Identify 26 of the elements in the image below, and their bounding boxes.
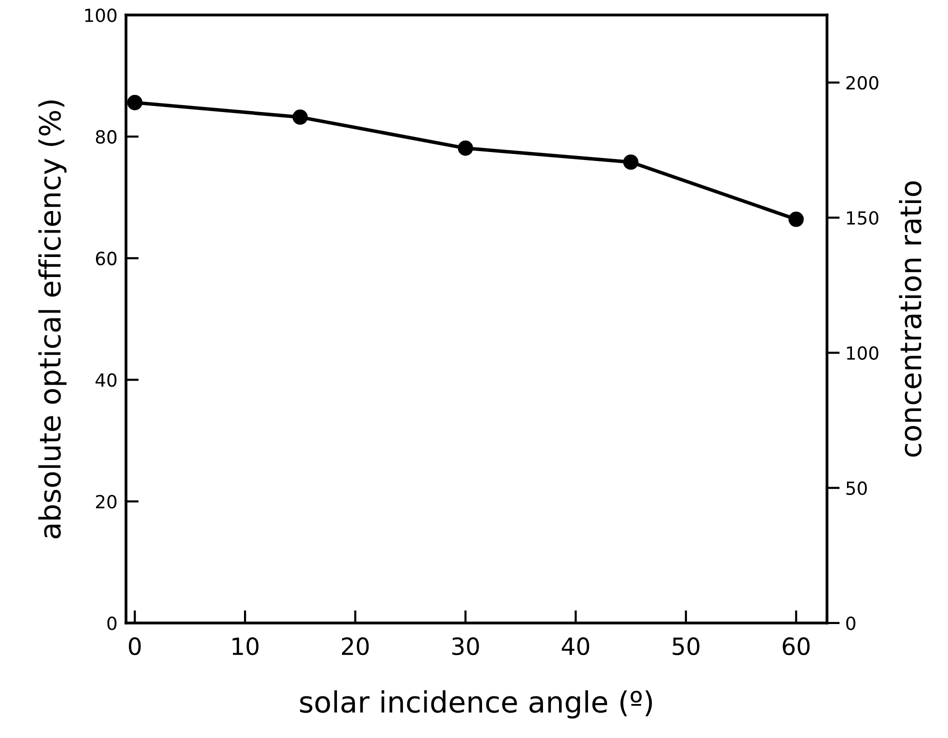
x-tick-label: 60 — [782, 637, 810, 656]
y-tick-label: 60 — [96, 252, 116, 266]
y-axis-title: absolute optical efficiency (%) — [38, 100, 67, 538]
x-axis-title: solar incidence angle (º) — [300, 690, 652, 719]
y-tick-label: 40 — [96, 373, 116, 387]
y-tick-label: 80 — [96, 130, 116, 144]
point — [788, 212, 804, 227]
x-tick-label: 10 — [232, 637, 258, 656]
y-tick-label: 100 — [85, 8, 116, 22]
x-tick-label: 0 — [128, 637, 141, 656]
point — [458, 140, 474, 156]
y2-tick-label: 0 — [846, 616, 856, 630]
y2-tick-label: 50 — [846, 481, 867, 496]
point — [623, 154, 638, 170]
x-tick-label: 40 — [562, 637, 590, 656]
y2-tick-label: 150 — [847, 211, 878, 225]
x-tick-label: 30 — [452, 637, 479, 656]
y-tick-label: 0 — [107, 616, 116, 630]
y2-axis-title: concentration ratio — [898, 181, 922, 457]
x-tick-label: 50 — [672, 637, 700, 656]
y2-tick-label: 100 — [847, 346, 878, 360]
y2-tick-label: 200 — [846, 76, 878, 90]
point — [127, 94, 142, 110]
y-tick-label: 20 — [96, 494, 116, 509]
point — [292, 110, 308, 125]
x-tick-label: 20 — [342, 637, 369, 656]
